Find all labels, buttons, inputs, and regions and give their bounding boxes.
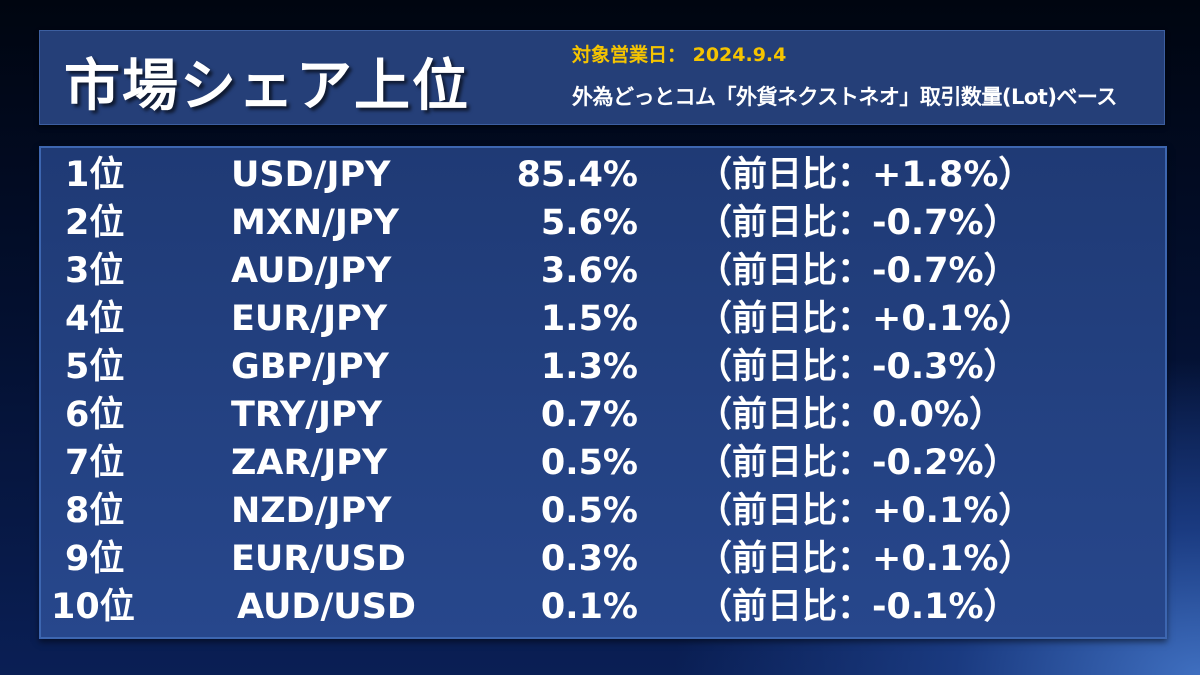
rank-cell: 2位	[65, 203, 125, 243]
pair-cell: EUR/USD	[231, 539, 406, 579]
share-cell: 0.7%	[540, 395, 638, 435]
pair-cell: EUR/JPY	[231, 299, 388, 339]
change-cell: （前日比：+0.1%）	[697, 491, 1034, 531]
rank-cell: 9位	[65, 539, 125, 579]
table-row: 8位 NZD/JPY 0.5% （前日比：+0.1%）	[41, 487, 1165, 535]
share-cell: 3.6%	[540, 251, 638, 291]
rank-cell: 6位	[65, 395, 125, 435]
share-cell: 0.1%	[540, 587, 638, 627]
table-row: 4位 EUR/JPY 1.5% （前日比：+0.1%）	[41, 295, 1165, 343]
rank-cell: 4位	[65, 299, 125, 339]
pair-cell: ZAR/JPY	[231, 443, 388, 483]
ranking-table: 1位 USD/JPY 85.4% （前日比：+1.8%） 2位 MXN/JPY 5.6% （前…	[39, 146, 1167, 639]
pair-cell: TRY/JPY	[231, 395, 383, 435]
share-cell: 5.6%	[540, 203, 638, 243]
rank-cell: 8位	[65, 491, 125, 531]
change-cell: （前日比：-0.7%）	[697, 203, 1019, 243]
page-title: 市場シェア上位	[64, 54, 470, 119]
rank-cell: 3位	[65, 251, 125, 291]
pair-cell: GBP/JPY	[231, 347, 389, 387]
share-cell: 1.5%	[540, 299, 638, 339]
pair-cell: AUD/JPY	[231, 251, 392, 291]
change-cell: （前日比：+0.1%）	[697, 539, 1034, 579]
change-cell: （前日比：+0.1%）	[697, 299, 1034, 339]
pair-cell: MXN/JPY	[231, 203, 399, 243]
share-cell: 0.5%	[540, 491, 638, 531]
table-row: 10位 AUD/USD 0.1% （前日比：-0.1%）	[41, 583, 1165, 631]
change-cell: （前日比：-0.7%）	[697, 251, 1019, 291]
pair-cell: NZD/JPY	[231, 491, 392, 531]
business-date: 対象営業日： 2024.9.4	[572, 44, 787, 66]
table-row: 3位 AUD/JPY 3.6% （前日比：-0.7%）	[41, 247, 1165, 295]
share-cell: 1.3%	[540, 347, 638, 387]
table-row: 9位 EUR/USD 0.3% （前日比：+0.1%）	[41, 535, 1165, 583]
rank-cell: 10位	[51, 587, 135, 627]
share-cell: 0.3%	[540, 539, 638, 579]
change-cell: （前日比：-0.3%）	[697, 347, 1019, 387]
pair-cell: AUD/USD	[237, 587, 416, 627]
data-basis-note: 外為どっとコム「外貨ネクストネオ」取引数量(Lot)ベース	[572, 85, 1117, 109]
change-cell: （前日比：-0.2%）	[697, 443, 1019, 483]
table-row: 1位 USD/JPY 85.4% （前日比：+1.8%）	[41, 151, 1165, 199]
share-cell: 85.4%	[516, 155, 638, 195]
share-cell: 0.5%	[540, 443, 638, 483]
table-row: 5位 GBP/JPY 1.3% （前日比：-0.3%）	[41, 343, 1165, 391]
change-cell: （前日比：-0.1%）	[697, 587, 1019, 627]
table-row: 6位 TRY/JPY 0.7% （前日比：0.0%）	[41, 391, 1165, 439]
header-panel: 市場シェア上位 対象営業日： 2024.9.4 外為どっとコム「外貨ネクストネオ…	[39, 30, 1165, 125]
table-row: 7位 ZAR/JPY 0.5% （前日比：-0.2%）	[41, 439, 1165, 487]
rank-cell: 5位	[65, 347, 125, 387]
rank-cell: 7位	[65, 443, 125, 483]
change-cell: （前日比：+1.8%）	[697, 155, 1034, 195]
change-cell: （前日比：0.0%）	[697, 395, 1005, 435]
table-row: 2位 MXN/JPY 5.6% （前日比：-0.7%）	[41, 199, 1165, 247]
pair-cell: USD/JPY	[231, 155, 391, 195]
rank-cell: 1位	[65, 155, 125, 195]
